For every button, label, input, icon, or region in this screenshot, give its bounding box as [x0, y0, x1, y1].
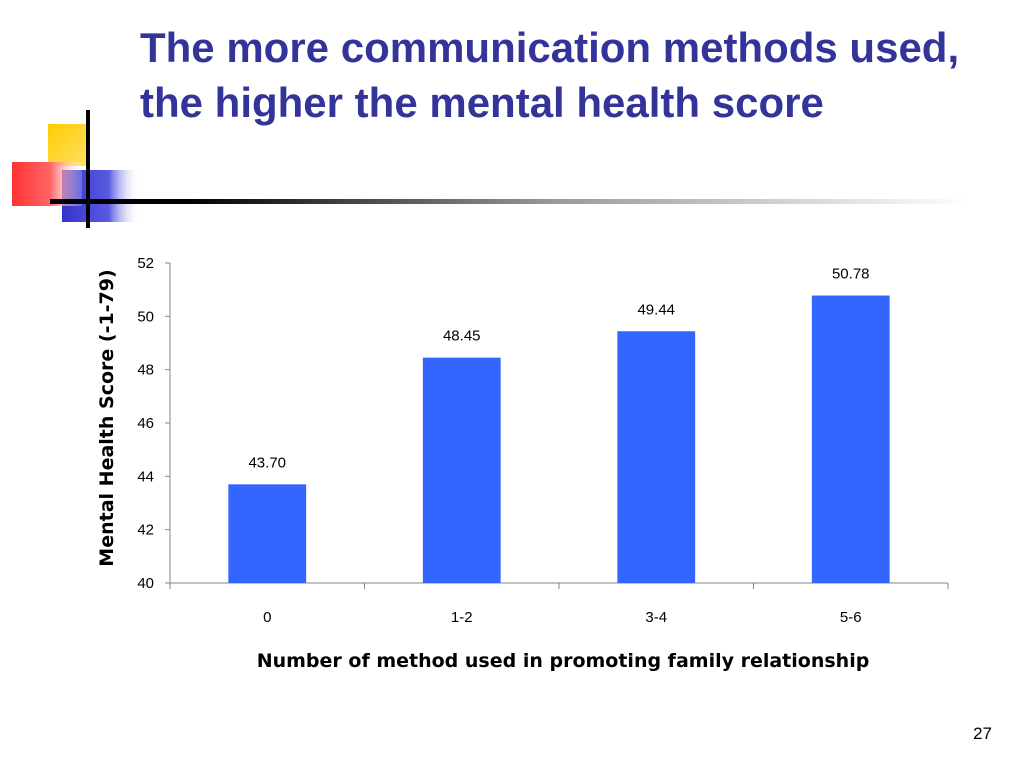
- data-label-0: 43.70: [248, 454, 286, 471]
- y-tick-label: 50: [137, 308, 154, 325]
- deco-yellow-square: [48, 124, 88, 166]
- y-tick-label: 42: [137, 522, 154, 539]
- bar-0: [228, 484, 307, 583]
- decorative-squares-logo: [12, 110, 140, 228]
- y-tick-label: 46: [137, 415, 154, 432]
- page-number: 27: [973, 724, 992, 743]
- x-axis: 0 1-2 3-4 5-6: [169, 582, 949, 626]
- y-tick-label: 48: [137, 362, 154, 379]
- y-axis-title: Mental Health Score (-1-79): [96, 269, 118, 566]
- deco-red-square: [12, 162, 82, 206]
- x-tick-label: 0: [263, 609, 271, 626]
- x-axis-title: Number of method used in promoting famil…: [257, 650, 870, 672]
- data-labels: 43.70 48.45 49.44 50.78: [248, 266, 869, 472]
- data-label-1-2: 48.45: [443, 328, 481, 345]
- title-divider: [50, 199, 970, 204]
- slide-title: The more communication methods used, the…: [140, 24, 960, 126]
- y-axis: 40 42 44 46 48 50 52: [137, 255, 171, 592]
- data-label-5-6: 50.78: [832, 266, 870, 283]
- bar-3-4: [617, 331, 696, 583]
- y-tick-label: 44: [137, 468, 154, 485]
- bar-1-2: [422, 357, 501, 583]
- y-tick-label: 52: [137, 255, 154, 272]
- y-tick-label: 40: [137, 575, 154, 592]
- deco-vertical-line: [86, 110, 90, 228]
- x-tick-label: 3-4: [645, 609, 667, 626]
- x-tick-label: 5-6: [840, 609, 862, 626]
- x-tick-label: 1-2: [451, 609, 473, 626]
- data-label-3-4: 49.44: [637, 301, 675, 318]
- bar-5-6: [811, 295, 890, 583]
- bars: [228, 295, 890, 583]
